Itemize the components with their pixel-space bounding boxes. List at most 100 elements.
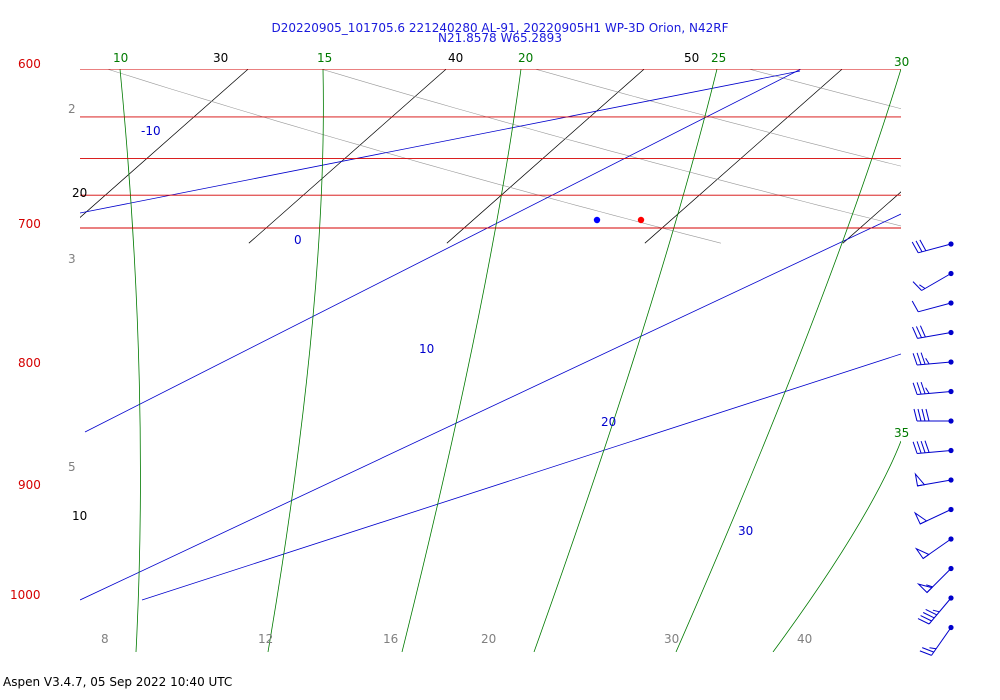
barb-feather [920, 352, 926, 365]
moist-adiabat-line [80, 213, 901, 601]
barb-feather [920, 440, 926, 453]
mixing-ratio-label: 20 [518, 51, 533, 65]
bottom-axis-label: 12 [258, 632, 273, 646]
barb-shaft [931, 627, 952, 656]
moist-adiabat-line [80, 70, 801, 214]
isotherm-label: 50 [684, 51, 699, 65]
chart-subtitle: N21.8578 W65.2893 [438, 31, 562, 45]
barb-feather [917, 408, 922, 422]
mixing-ratio-line [267, 69, 324, 652]
wind-barb [912, 270, 954, 291]
barb-shaft [917, 332, 952, 339]
barb-station-dot [948, 300, 954, 306]
bottom-axis-label: 40 [797, 632, 812, 646]
barb-pennant [916, 583, 933, 594]
barb-station-dot [948, 359, 954, 365]
isotherm-label: 30 [213, 51, 228, 65]
dry-adiabat-label: 5 [68, 460, 76, 474]
barb-feather [920, 615, 932, 622]
dewpoint-top-point [593, 216, 601, 224]
barb-feather [912, 353, 918, 366]
wind-barb [911, 300, 954, 313]
diagram-labels: 600 700 800 900 1000 30 40 50 20 10 -10 0 10 20 30 10 15… [10, 51, 909, 646]
temperature-top-point [637, 216, 645, 224]
isotherm-label: 20 [72, 186, 87, 200]
barb-feather [924, 440, 930, 453]
barb-feather [925, 357, 930, 365]
moist-adiabat-label: 0 [294, 233, 302, 247]
barb-feather [912, 382, 918, 395]
dry-adiabat-line [747, 69, 901, 110]
wind-barb [919, 624, 954, 656]
wind-barb [913, 408, 954, 424]
diagram-grid [80, 36, 1000, 652]
isobar-label: 800 [18, 356, 41, 370]
barb-shaft [917, 450, 952, 454]
dry-adiabat-label: 2 [68, 102, 76, 116]
bottom-axis-label: 30 [664, 632, 679, 646]
barb-feather [915, 326, 922, 338]
software-footer: Aspen V3.4.7, 05 Sep 2022 10:40 UTC [3, 675, 233, 689]
barb-feather [925, 387, 930, 394]
barb-feather [919, 284, 926, 289]
dry-adiabat-label: 3 [68, 252, 76, 266]
bottom-axis-label: 20 [481, 632, 496, 646]
barb-feather [922, 612, 935, 619]
barb-shaft [928, 597, 952, 625]
isotherm-label: 40 [448, 51, 463, 65]
barb-feather [917, 618, 930, 625]
barb-feather [911, 300, 919, 313]
barb-station-dot [948, 388, 954, 395]
isobar-label: 700 [18, 217, 41, 231]
moist-adiabat-label: 20 [601, 415, 616, 429]
barb-feather [925, 408, 930, 422]
barb-feather [913, 408, 918, 422]
isotherm-line [446, 69, 645, 244]
barb-feather [922, 647, 934, 653]
barb-shaft [917, 361, 952, 366]
barb-pennant [914, 547, 930, 560]
mixing-ratio-label: 30 [894, 55, 909, 69]
barb-station-dot [948, 536, 954, 542]
chart-title: D20220905_101705.6 221240280 AL-91, 2022… [271, 21, 729, 35]
barb-feather [919, 325, 926, 338]
isobar-label: 900 [18, 478, 41, 492]
bottom-axis-label: 8 [101, 632, 109, 646]
barb-feather [912, 281, 922, 291]
moist-adiabat-line [84, 69, 802, 433]
barb-feather [921, 408, 926, 422]
barb-feather [911, 241, 919, 254]
barb-shaft [918, 302, 952, 313]
wind-barb [913, 506, 954, 525]
wind-barb [917, 595, 954, 625]
dry-adiabat-line [106, 69, 721, 244]
wind-barb [911, 239, 954, 254]
bottom-axis-label: 16 [383, 632, 398, 646]
wind-barb [912, 352, 954, 366]
wind-barb [912, 325, 954, 339]
wind-barb [916, 565, 954, 594]
barb-feather [916, 352, 922, 365]
barb-feather [925, 608, 938, 616]
moist-adiabat-line [141, 353, 901, 601]
mixing-ratio-line [675, 69, 901, 652]
dewpoint-profile [908, 116, 1000, 230]
barb-station-dot [948, 447, 954, 454]
mixing-ratio-label: 10 [113, 51, 128, 65]
dry-adiabat-line [319, 69, 901, 227]
isotherm-line [644, 69, 843, 244]
barb-feather [919, 239, 927, 251]
wind-barbs [911, 239, 954, 656]
isotherm-line [80, 69, 249, 218]
barb-pennant [913, 511, 928, 525]
barb-station-dot [948, 329, 954, 336]
moist-adiabat-label: 30 [738, 524, 753, 538]
wind-barb [914, 472, 954, 487]
dry-adiabat-line [836, 36, 1000, 243]
mixing-ratio-label: 15 [317, 51, 332, 65]
barb-station-dot [948, 506, 954, 513]
isotherm-label: 10 [72, 509, 87, 523]
mixing-ratio-line [533, 69, 718, 652]
barb-feather [919, 650, 932, 656]
